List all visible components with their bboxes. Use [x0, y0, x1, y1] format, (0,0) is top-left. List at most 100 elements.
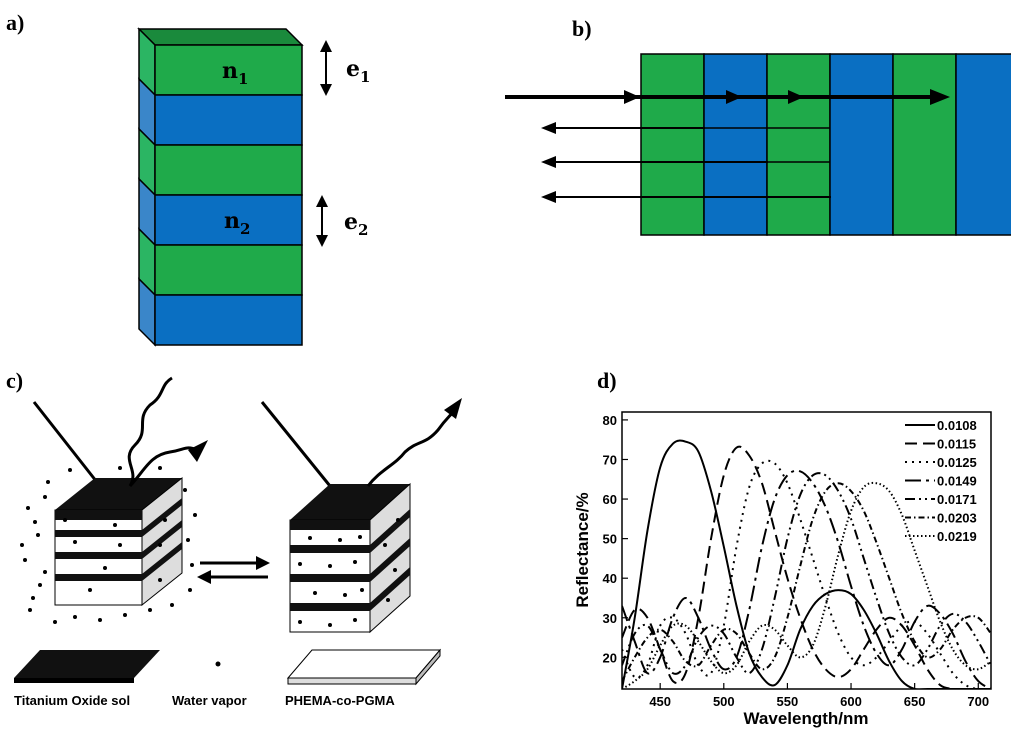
- water-dot: [360, 588, 364, 592]
- water-dot: [148, 608, 152, 612]
- y-tick-label: 30: [603, 611, 617, 626]
- n1-label: n1: [222, 58, 248, 88]
- water-dot: [103, 566, 107, 570]
- legend-label: 0.0171: [937, 492, 977, 507]
- e2-arrow: [316, 195, 328, 247]
- panel-label-c: c): [6, 368, 24, 393]
- layer-column: [892, 53, 957, 236]
- water-dot: [308, 536, 312, 540]
- water-dot: [386, 598, 390, 602]
- water-dot: [33, 520, 37, 524]
- legend-label: 0.0203: [937, 511, 977, 526]
- water-dot: [383, 543, 387, 547]
- x-tick-label: 600: [840, 694, 862, 709]
- water-dot: [26, 506, 30, 510]
- water-dot: [158, 466, 162, 470]
- right-stack: [260, 398, 462, 634]
- arrowhead: [624, 90, 640, 104]
- water-dot: [186, 538, 190, 542]
- water-dot: [183, 488, 187, 492]
- water-dot: [193, 513, 197, 517]
- water-dot: [28, 608, 32, 612]
- y-tick-label: 20: [603, 650, 617, 665]
- water-dot: [163, 518, 167, 522]
- e2-label: e2: [344, 209, 368, 239]
- layer-column: [829, 53, 894, 236]
- layer-column: [766, 53, 831, 236]
- water-dot: [31, 596, 35, 600]
- stack-layer: [154, 194, 303, 246]
- x-axis-label: Wavelength/nm: [744, 709, 869, 728]
- water-dot: [20, 543, 24, 547]
- water-dot: [118, 543, 122, 547]
- e1-arrow: [320, 40, 332, 96]
- series-line-0.0149: [622, 469, 991, 689]
- left-stack: [32, 376, 208, 607]
- water-dot: [170, 603, 174, 607]
- plot-frame: [621, 411, 992, 690]
- water-dot: [23, 558, 27, 562]
- water-dot: [118, 466, 122, 470]
- x-tick-label: 550: [777, 694, 799, 709]
- water-dot: [73, 615, 77, 619]
- water-dot: [328, 564, 332, 568]
- x-tick-label: 700: [967, 694, 989, 709]
- y-tick-label: 50: [603, 532, 617, 547]
- water-dot: [298, 562, 302, 566]
- water-dot: [358, 535, 362, 539]
- series-line-0.0171: [622, 472, 991, 675]
- water-dot: [46, 480, 50, 484]
- series-line-0.0125: [622, 459, 991, 689]
- series-line-0.0115: [622, 445, 991, 689]
- water-dot: [158, 543, 162, 547]
- arrowhead: [930, 89, 950, 105]
- water-dot: [338, 538, 342, 542]
- water-dot: [43, 495, 47, 499]
- water-dot: [73, 540, 77, 544]
- water-dot: [88, 588, 92, 592]
- panel-label-d: d): [597, 368, 617, 393]
- water-dot: [43, 570, 47, 574]
- water-dot: [36, 533, 40, 537]
- water-dot: [113, 523, 117, 527]
- panel-label-a: a): [6, 10, 25, 35]
- water-dot: [353, 560, 357, 564]
- series-line-0.0219: [622, 481, 991, 689]
- y-tick-label: 80: [603, 413, 617, 428]
- y-tick-label: 70: [603, 452, 617, 467]
- n2-label: n2: [224, 208, 250, 238]
- water-dot: [63, 518, 67, 522]
- water-dot: [38, 583, 42, 587]
- x-tick-label: 500: [713, 694, 735, 709]
- e1-label: e1: [346, 56, 370, 86]
- arrowhead: [788, 90, 804, 104]
- water-dot: [343, 593, 347, 597]
- y-axis-label: Reflectance/%: [573, 492, 592, 607]
- x-tick-label: 450: [649, 694, 671, 709]
- titanium-oxide-swatch: [14, 650, 160, 678]
- arrowhead: [726, 90, 742, 104]
- water-dot: [98, 618, 102, 622]
- water-dot: [53, 620, 57, 624]
- water-dot: [190, 563, 194, 567]
- water-dot: [298, 620, 302, 624]
- layer-column: [640, 53, 705, 236]
- panel-label-b: b): [572, 16, 592, 41]
- stack-layer: [154, 294, 303, 346]
- stack-layer: [154, 94, 303, 146]
- legend-label: 0.0125: [937, 455, 977, 470]
- water-dot: [158, 578, 162, 582]
- layer-column: [955, 53, 1011, 236]
- stack-layer: [154, 44, 303, 96]
- legend-titanium-oxide: Titanium Oxide sol: [14, 693, 131, 708]
- equilibrium-arrows: [197, 556, 270, 584]
- water-dot: [393, 568, 397, 572]
- water-dot: [123, 613, 127, 617]
- series-line-0.0108: [622, 439, 991, 689]
- legend-label: 0.0219: [937, 529, 977, 544]
- water-dot: [313, 591, 317, 595]
- water-dot: [68, 468, 72, 472]
